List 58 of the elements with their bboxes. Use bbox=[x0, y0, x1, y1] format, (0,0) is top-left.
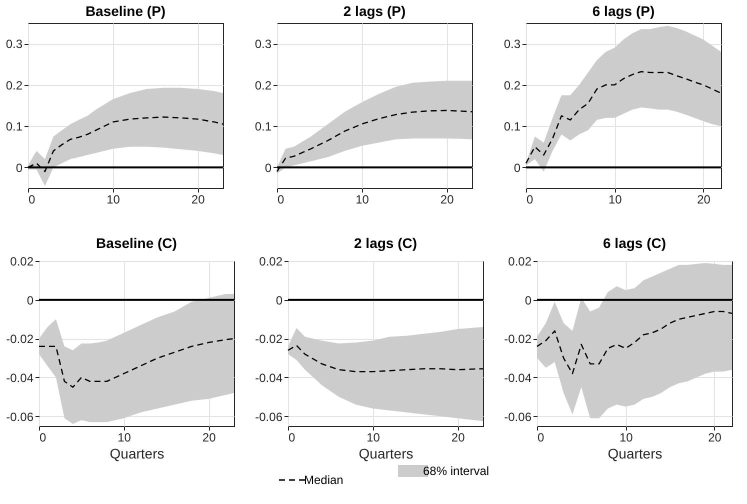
y-tick-label: -0.02 bbox=[6, 332, 34, 346]
x-axis-title: Quarters bbox=[608, 446, 662, 462]
x-tick-label: 10 bbox=[356, 192, 370, 206]
y-tick-label: 0.3 bbox=[6, 37, 23, 52]
y-tick-label: 0.2 bbox=[254, 78, 272, 92]
text: Median bbox=[304, 473, 344, 487]
y-tick-label: 0 bbox=[264, 160, 272, 175]
y-tick-label: -0.04 bbox=[255, 370, 283, 385]
x-axis-title: Quarters bbox=[358, 446, 414, 462]
y-tick-label: -0.06 bbox=[255, 410, 283, 424]
x-tick-label: 10 bbox=[118, 430, 132, 444]
chart-title: 6 lags (P) bbox=[592, 3, 655, 19]
x-tick-label: 20 bbox=[697, 192, 711, 206]
y-tick-label: 0.1 bbox=[504, 120, 521, 134]
x-tick-label: 20 bbox=[440, 192, 454, 206]
x-tick-label: 10 bbox=[366, 430, 380, 444]
text: 68% interval bbox=[423, 464, 490, 478]
line-series bbox=[536, 310, 733, 374]
y-tick-label: 0.2 bbox=[504, 78, 521, 92]
chart-title: Baseline (C) bbox=[96, 235, 177, 251]
y-tick-label: -0.04 bbox=[504, 370, 532, 385]
y-tick-label: 0.02 bbox=[10, 254, 34, 268]
x-axis-title: Quarters bbox=[110, 446, 164, 462]
x-tick-label: 0 bbox=[40, 430, 46, 444]
chart-title: 2 lags (C) bbox=[354, 235, 418, 251]
chart-title: Baseline (P) bbox=[85, 3, 166, 19]
y-tick-label: -0.02 bbox=[504, 332, 532, 346]
y-tick-label: 0 bbox=[16, 160, 23, 175]
chart-title: 6 lags (C) bbox=[602, 235, 666, 251]
x-tick-label: 20 bbox=[202, 430, 216, 444]
y-tick-label: 0.3 bbox=[504, 37, 521, 52]
x-tick-label: 10 bbox=[106, 192, 120, 206]
y-tick-label: 0 bbox=[276, 293, 283, 308]
x-tick-label: 10 bbox=[619, 430, 634, 444]
y-tick-label: 0.02 bbox=[508, 254, 532, 268]
chart-title: 2 lags (P) bbox=[343, 3, 406, 19]
y-tick-label: 0.02 bbox=[259, 254, 283, 268]
x-tick-label: 20 bbox=[191, 192, 206, 206]
line-series bbox=[38, 338, 235, 388]
y-tick-label: 0.1 bbox=[6, 120, 23, 134]
x-tick-label: 0 bbox=[538, 430, 544, 444]
x-tick-label: 20 bbox=[708, 430, 722, 444]
y-tick-label: -0.04 bbox=[6, 370, 34, 385]
y-tick-label: 0 bbox=[524, 293, 532, 308]
line-series bbox=[287, 344, 484, 372]
x-tick-label: 20 bbox=[451, 430, 466, 444]
y-tick-label: -0.06 bbox=[504, 410, 532, 424]
line-series bbox=[276, 110, 473, 172]
x-tick-label: 0 bbox=[288, 430, 296, 444]
x-tick-label: 10 bbox=[608, 192, 622, 206]
y-tick-label: 0 bbox=[514, 160, 521, 175]
y-tick-label: 0.1 bbox=[254, 120, 272, 134]
y-tick-label: -0.06 bbox=[6, 410, 34, 424]
line-series bbox=[525, 71, 722, 164]
y-tick-label: 0.3 bbox=[254, 37, 272, 52]
y-tick-label: -0.02 bbox=[255, 332, 283, 346]
y-tick-label: 0.2 bbox=[6, 78, 23, 92]
y-tick-label: 0 bbox=[26, 293, 34, 308]
